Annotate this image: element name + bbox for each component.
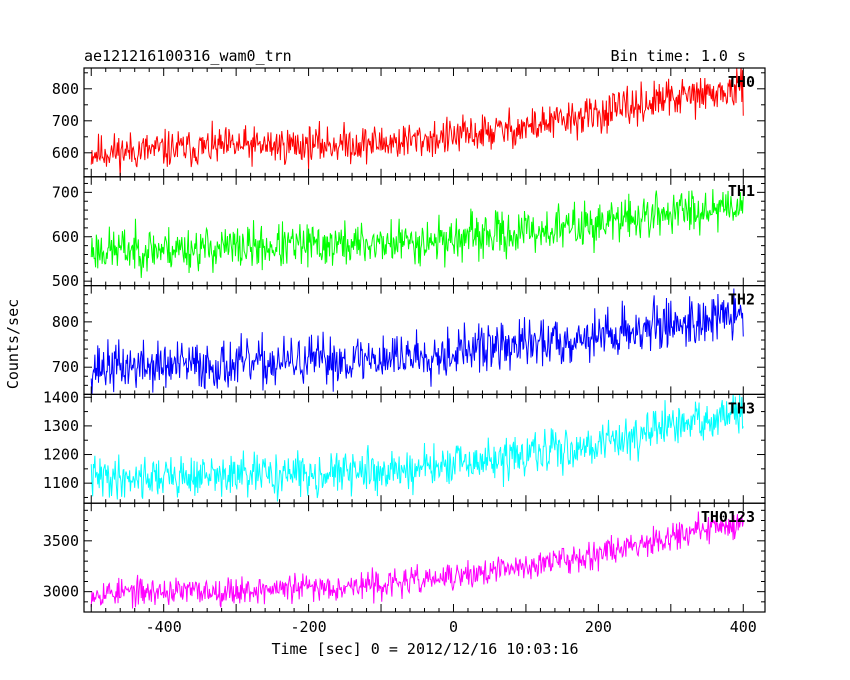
panel-label-th2: TH2 <box>728 291 755 309</box>
panel-label-th0: TH0 <box>728 73 755 91</box>
y-tick-label: 1200 <box>43 446 79 464</box>
x-tick-label: 0 <box>449 618 458 636</box>
panel-label-th0123: TH0123 <box>701 508 755 526</box>
y-tick-label: 700 <box>52 183 79 201</box>
panels-group: TH0 600 700 800 TH1 500 600 700 TH2 700 800 TH3 1100… <box>43 67 766 636</box>
series-th0123-line <box>90 511 744 609</box>
panel-th0-frame <box>83 67 766 178</box>
x-tick-label: 200 <box>585 618 612 636</box>
bin-time-label: Bin time: 1.0 s <box>611 47 746 65</box>
x-tick-label: -200 <box>291 618 327 636</box>
chart-title: ae121216100316_wam0_trn <box>84 47 292 65</box>
x-tick-label: -400 <box>146 618 182 636</box>
y-axis-label: Counts/sec <box>4 299 22 389</box>
panel-th1-frame <box>83 176 766 287</box>
y-tick-label: 3000 <box>43 583 79 601</box>
y-tick-label: 1100 <box>43 474 79 492</box>
panel-label-th1: TH1 <box>728 182 755 200</box>
y-tick-label: 3500 <box>43 532 79 550</box>
y-tick-label: 800 <box>52 80 79 98</box>
series-th3-line <box>90 394 744 502</box>
panel-label-th3: TH3 <box>728 399 755 417</box>
y-tick-label: 700 <box>52 112 79 130</box>
y-tick-label: 1400 <box>43 388 79 406</box>
panel-th2-frame <box>83 285 766 396</box>
y-tick-label: 700 <box>52 358 79 376</box>
y-tick-label: 600 <box>52 144 79 162</box>
y-tick-label: 600 <box>52 228 79 246</box>
y-tick-label: 1300 <box>43 417 79 435</box>
series-th1-line <box>90 189 744 278</box>
series-th0-line <box>90 68 744 177</box>
y-tick-label: 500 <box>52 272 79 290</box>
x-tick-label: 400 <box>730 618 757 636</box>
x-axis-label: Time [sec] 0 = 2012/12/16 10:03:16 <box>271 640 578 658</box>
series-th2-line <box>90 288 744 395</box>
y-tick-label: 800 <box>52 313 79 331</box>
